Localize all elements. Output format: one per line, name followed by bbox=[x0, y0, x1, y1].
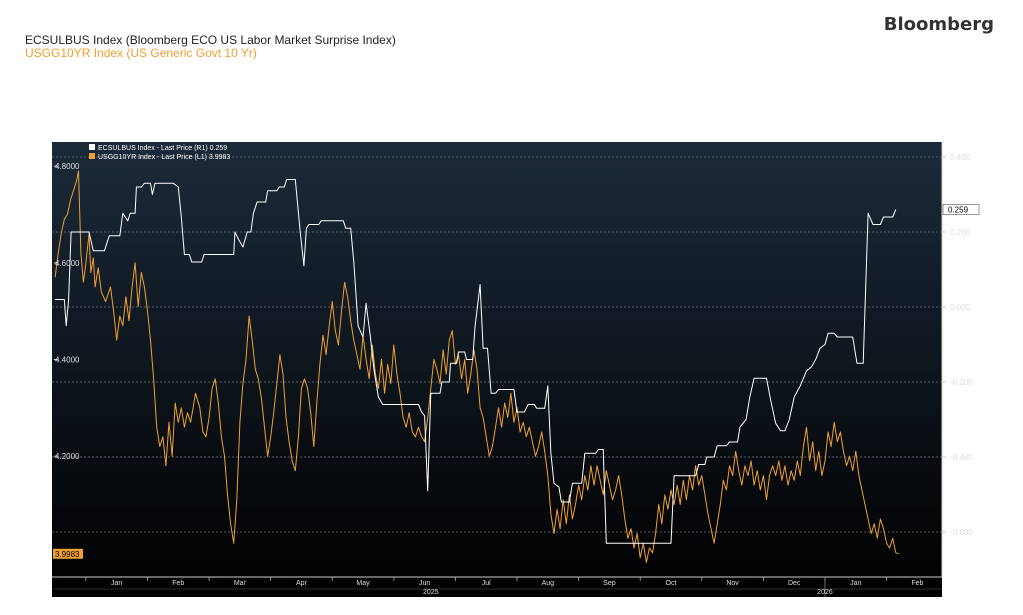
x-tick-label: Dec bbox=[788, 580, 801, 587]
x-year-label: 2026 bbox=[817, 589, 833, 596]
chart-subtitle: USGG10YR Index (US Generic Govt 10 Yr) bbox=[25, 46, 257, 60]
legend-swatch bbox=[89, 144, 95, 150]
right-tick-label: -0.400 bbox=[950, 453, 973, 462]
x-tick-label: May bbox=[356, 580, 370, 587]
x-tick-label: Sep bbox=[603, 580, 616, 587]
left-tick-label: 4.6000 bbox=[55, 259, 80, 268]
x-tick-label: Feb bbox=[172, 580, 184, 587]
left-tick-label: 4.4000 bbox=[55, 356, 80, 365]
usgg10yr-last-value-label: 3.9983 bbox=[55, 550, 80, 559]
right-tick-label: -0.600 bbox=[950, 528, 973, 537]
x-year-label: 2025 bbox=[423, 589, 439, 596]
usgg10yr-series-line bbox=[54, 170, 900, 563]
right-tick-label: -0.200 bbox=[950, 378, 973, 387]
chart-title: ECSULBUS Index (Bloomberg ECO US Labor M… bbox=[25, 33, 396, 47]
x-tick-label: Feb bbox=[911, 580, 923, 587]
x-tick-label: Jun bbox=[419, 580, 430, 587]
x-tick-label: Nov bbox=[726, 580, 739, 587]
x-tick-label: Oct bbox=[666, 580, 677, 587]
right-tick-label: 0.200 bbox=[950, 228, 971, 237]
legend-swatch bbox=[89, 153, 95, 159]
bloomberg-logo: Bloomberg bbox=[883, 14, 994, 35]
x-tick-label: Jan bbox=[111, 580, 122, 587]
x-tick-label: Jan bbox=[850, 580, 861, 587]
legend-label: USGG10YR Index - Last Price (L1) 3.9983 bbox=[98, 154, 230, 161]
x-tick-label: Mar bbox=[234, 580, 247, 587]
right-tick-label: 0.000 bbox=[950, 303, 971, 312]
ecsulbus-last-value-box bbox=[942, 204, 980, 215]
left-tick-label: 4.2000 bbox=[55, 452, 80, 461]
ecsulbus-series-line bbox=[55, 179, 897, 544]
x-tick-label: Aug bbox=[542, 580, 555, 587]
usgg10yr-last-value-box bbox=[53, 548, 83, 559]
x-tick-label: Apr bbox=[296, 580, 308, 587]
x-tick-label: Jul bbox=[482, 580, 491, 587]
right-tick-label: 0.400 bbox=[950, 153, 971, 162]
legend-label: ECSULBUS Index - Last Price (R1) 0.259 bbox=[98, 145, 227, 152]
ecsulbus-last-value-label: 0.259 bbox=[948, 206, 969, 215]
left-tick-label: 4.8000 bbox=[55, 162, 80, 171]
plot-background bbox=[52, 142, 942, 597]
